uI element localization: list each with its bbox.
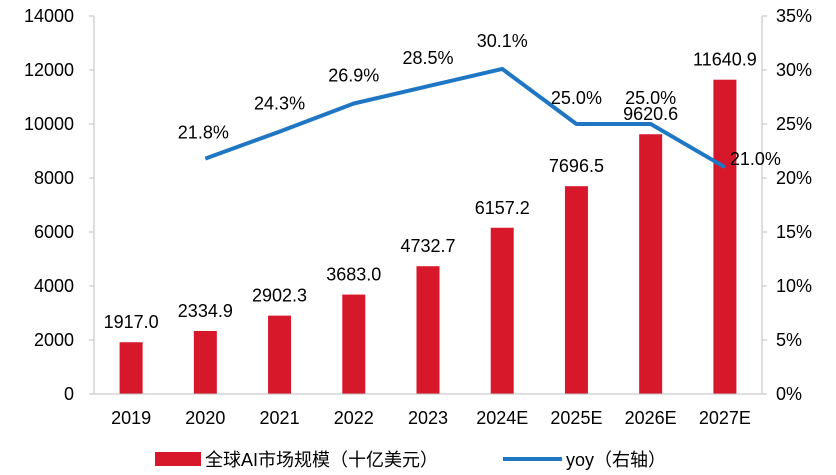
right-tick-label: 5%: [776, 330, 802, 350]
bar-data-label: 6157.2: [475, 198, 530, 218]
x-tick-label: 2021: [260, 408, 300, 428]
bar-data-label: 2902.3: [252, 286, 307, 306]
yoy-data-label: 28.5%: [402, 48, 453, 68]
right-tick-label: 25%: [776, 114, 812, 134]
line-series: [204, 66, 726, 169]
bar-data-label: 1917.0: [104, 312, 159, 332]
x-tick-label: 2027E: [699, 408, 751, 428]
right-tick-label: 10%: [776, 276, 812, 296]
x-tick-label: 2022: [334, 408, 374, 428]
left-tick-label: 6000: [34, 222, 74, 242]
x-tick-label: 2026E: [625, 408, 677, 428]
bar-data-label: 9620.6: [623, 104, 678, 124]
right-tick-label: 15%: [776, 222, 812, 242]
yoy-data-label: 25.0%: [625, 88, 676, 108]
left-tick-label: 10000: [24, 114, 74, 134]
bar: [193, 330, 217, 394]
yoy-data-label: 30.1%: [477, 31, 528, 51]
yoy-line: [204, 66, 726, 169]
legend: 全球AI市场规模（十亿美元） yoy（右轴）: [155, 450, 666, 470]
bar: [564, 186, 588, 394]
bar: [490, 227, 514, 394]
right-tick-label: 20%: [776, 168, 812, 188]
legend-swatch-bar: [155, 452, 201, 466]
left-tick-label: 2000: [34, 330, 74, 350]
yoy-data-label: 21.0%: [730, 149, 781, 169]
yoy-data-label: 25.0%: [551, 88, 602, 108]
right-tick-label: 30%: [776, 60, 812, 80]
x-tick-label: 2024E: [476, 408, 528, 428]
yoy-data-label: 26.9%: [328, 65, 379, 85]
x-tick-label: 2019: [111, 408, 151, 428]
x-tick-label: 2020: [185, 408, 225, 428]
right-tick-label: 35%: [776, 6, 812, 26]
bar-series: [119, 79, 737, 394]
left-tick-label: 8000: [34, 168, 74, 188]
bar: [713, 79, 737, 394]
bar: [639, 134, 663, 394]
bar-data-label: 2334.9: [178, 301, 233, 321]
bar: [416, 266, 440, 394]
data-labels: 1917.0 2334.9 2902.3 3683.0 4732.7 6157.2 7696…: [104, 31, 781, 332]
yoy-data-label: 24.3%: [254, 94, 305, 114]
left-tick-label: 14000: [24, 6, 74, 26]
x-tick-label: 2025E: [550, 408, 602, 428]
axes: 020004000600080001000012000140000%5%10%1…: [24, 6, 812, 428]
yoy-data-label: 21.8%: [178, 123, 229, 143]
left-tick-label: 4000: [34, 276, 74, 296]
right-tick-label: 0%: [776, 384, 802, 404]
left-tick-label: 12000: [24, 60, 74, 80]
legend-label-line: yoy（右轴）: [566, 450, 666, 470]
x-tick-label: 2023: [408, 408, 448, 428]
legend-label-bar: 全球AI市场规模（十亿美元）: [205, 450, 438, 470]
bar-data-label: 11640.9: [693, 50, 757, 70]
bar-data-label: 4732.7: [400, 236, 455, 256]
bar-data-label: 3683.0: [326, 265, 381, 285]
bar: [119, 342, 143, 394]
left-tick-label: 0: [64, 384, 74, 404]
bar-data-label: 7696.5: [549, 156, 604, 176]
bar: [342, 294, 366, 394]
bar: [268, 315, 292, 394]
